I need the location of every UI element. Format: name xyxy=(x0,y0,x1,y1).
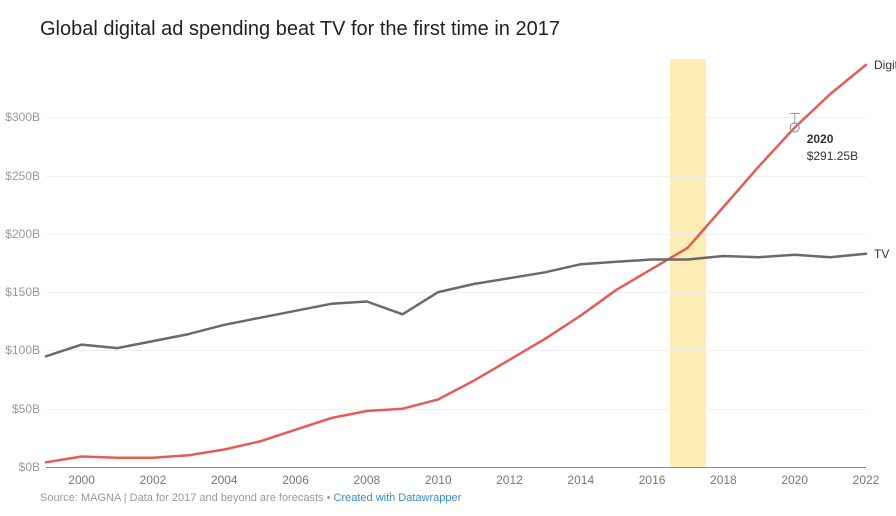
x-axis-tick-label: 2020 xyxy=(781,467,808,487)
chart-title: Global digital ad spending beat TV for t… xyxy=(40,18,866,41)
source-text: MAGNA | Data for 2017 and beyond are for… xyxy=(81,492,324,504)
chart-svg xyxy=(46,59,866,467)
x-axis-tick-label: 2002 xyxy=(140,467,167,487)
footer-sep: • xyxy=(324,492,334,504)
x-axis-tick-label: 2010 xyxy=(425,467,452,487)
chart-plot-area: $0B$50B$100B$150B$200B$250B$300B20002002… xyxy=(46,59,866,467)
callout-year: 2020 xyxy=(807,132,834,146)
y-axis-tick-label: $250B xyxy=(5,169,46,183)
callout-label: 2020 $291.25B xyxy=(807,131,858,163)
chart-footer: Source: MAGNA | Data for 2017 and beyond… xyxy=(40,492,461,504)
callout-value: $291.25B xyxy=(807,149,858,163)
x-axis-tick-label: 2000 xyxy=(68,467,95,487)
x-axis-tick-label: 2012 xyxy=(496,467,523,487)
y-axis-tick-label: $50B xyxy=(12,402,46,416)
y-axis-tick-label: $300B xyxy=(5,110,46,124)
source-prefix: Source: xyxy=(40,492,81,504)
x-axis-tick-label: 2008 xyxy=(354,467,381,487)
x-axis-baseline xyxy=(46,467,866,468)
x-axis-tick-label: 2006 xyxy=(282,467,309,487)
series-label-tv: TV xyxy=(874,247,889,261)
x-axis-tick-label: 2022 xyxy=(853,467,880,487)
x-axis-tick-label: 2004 xyxy=(211,467,238,487)
x-axis-tick-label: 2016 xyxy=(639,467,666,487)
y-axis-tick-label: $150B xyxy=(5,285,46,299)
x-axis-tick-label: 2014 xyxy=(567,467,594,487)
credit-link[interactable]: Created with Datawrapper xyxy=(334,492,462,504)
x-axis-tick-label: 2018 xyxy=(710,467,737,487)
series-line-digital xyxy=(46,65,866,463)
y-axis-tick-label: $200B xyxy=(5,227,46,241)
series-label-digital: Digital xyxy=(874,58,896,72)
series-line-tv xyxy=(46,254,866,357)
y-axis-tick-label: $0B xyxy=(19,460,46,474)
y-axis-tick-label: $100B xyxy=(5,343,46,357)
